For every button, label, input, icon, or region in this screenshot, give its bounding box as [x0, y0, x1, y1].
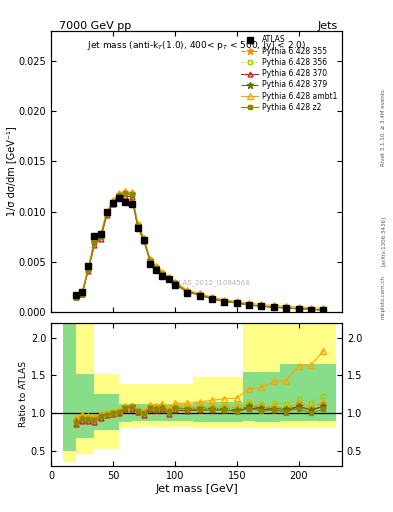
- Text: ATLAS_2012_I1094564: ATLAS_2012_I1094564: [171, 279, 251, 286]
- Y-axis label: Ratio to ATLAS: Ratio to ATLAS: [19, 361, 28, 427]
- Text: 7000 GeV pp: 7000 GeV pp: [59, 20, 131, 31]
- Text: [arXiv:1306.3436]: [arXiv:1306.3436]: [381, 216, 386, 266]
- Text: Jet mass (anti-k$_T$(1.0), 400< p$_T$ < 500, |y| < 2.0): Jet mass (anti-k$_T$(1.0), 400< p$_T$ < …: [87, 39, 306, 52]
- Text: Jets: Jets: [318, 20, 338, 31]
- Y-axis label: 1/σ dσ/dm [GeV⁻¹]: 1/σ dσ/dm [GeV⁻¹]: [6, 126, 16, 217]
- Text: Rivet 3.1.10, ≥ 3.4M events: Rivet 3.1.10, ≥ 3.4M events: [381, 90, 386, 166]
- Legend: ATLAS, Pythia 6.428 355, Pythia 6.428 356, Pythia 6.428 370, Pythia 6.428 379, P: ATLAS, Pythia 6.428 355, Pythia 6.428 35…: [238, 32, 340, 115]
- X-axis label: Jet mass [GeV]: Jet mass [GeV]: [155, 483, 238, 494]
- Text: mcplots.cern.ch: mcplots.cern.ch: [381, 275, 386, 319]
